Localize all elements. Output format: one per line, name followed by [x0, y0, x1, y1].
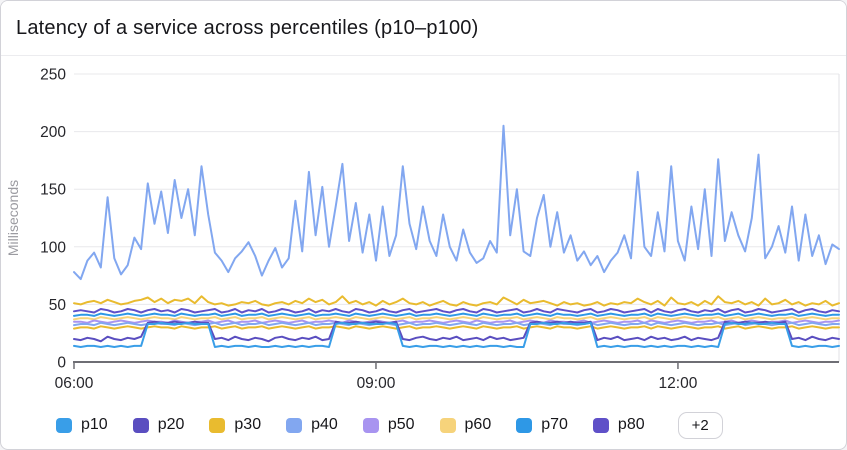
legend-item-p60[interactable]: p60 — [439, 416, 492, 434]
y-axis-tick-label: 100 — [40, 239, 66, 256]
series-line-p70 — [73, 312, 840, 317]
legend-item-p10[interactable]: p10 — [56, 416, 108, 434]
legend-label: p10 — [81, 416, 108, 433]
legend-swatch — [132, 417, 149, 433]
legend-label: p40 — [311, 416, 338, 433]
legend-label: p20 — [157, 416, 185, 433]
legend-item-p50[interactable]: p50 — [362, 416, 415, 434]
x-axis-tick-label: 09:00 — [357, 375, 396, 392]
legend-item-p40[interactable]: p40 — [286, 416, 338, 434]
legend-swatch — [286, 417, 303, 433]
y-axis-tick-label: 50 — [49, 297, 67, 314]
y-axis-tick-label: 250 — [40, 67, 66, 84]
series-line-p100 — [73, 124, 840, 281]
legend-swatch — [439, 417, 456, 433]
legend-label: p60 — [464, 416, 492, 433]
legend-label: p70 — [541, 416, 568, 433]
legend-more-button[interactable]: +2 — [677, 411, 723, 439]
chart-legend: p10 p20 p30 p40 p50 p60 p70 p80 +2 — [56, 408, 836, 442]
series-line-p60 — [73, 316, 840, 321]
legend-item-p30[interactable]: p30 — [209, 416, 261, 434]
series-line-p90 — [73, 295, 840, 307]
series-line-p20 — [73, 320, 840, 343]
legend-swatch — [362, 417, 379, 433]
legend-label: p30 — [234, 416, 262, 433]
y-axis-tick-label: 0 — [57, 355, 66, 372]
legend-swatch — [56, 417, 72, 433]
legend-item-p80[interactable]: p80 — [592, 416, 645, 434]
card-header: Latency of a service across percentiles … — [1, 1, 846, 56]
x-axis-tick-label: 12:00 — [659, 375, 698, 392]
y-axis-tick-label: 150 — [40, 182, 66, 199]
legend-swatch — [592, 417, 609, 433]
y-axis-tick-label: 200 — [40, 124, 66, 141]
page-title: Latency of a service across percentiles … — [16, 16, 479, 39]
series-line-p30 — [73, 325, 840, 330]
series-line-p50 — [73, 319, 840, 324]
y-axis-title: Milliseconds — [5, 180, 21, 256]
series-line-p80 — [73, 308, 840, 314]
legend-item-p70[interactable]: p70 — [516, 416, 568, 434]
legend-item-p20[interactable]: p20 — [132, 416, 185, 434]
x-axis-tick-label: 06:00 — [55, 375, 94, 392]
legend-label: p80 — [617, 416, 645, 433]
legend-swatch — [209, 417, 226, 433]
legend-label: p50 — [387, 416, 415, 433]
series-line-p10 — [73, 321, 840, 348]
legend-swatch — [516, 417, 533, 433]
